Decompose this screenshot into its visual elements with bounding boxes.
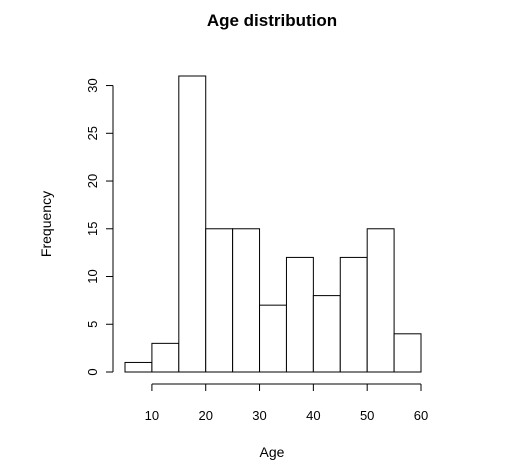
- x-tick-label: 60: [414, 408, 428, 423]
- y-axis: 0 5 10 15 20 25 30: [85, 78, 114, 376]
- x-tick-label: 50: [360, 408, 374, 423]
- histogram-bar: [232, 228, 261, 373]
- histogram-bar: [178, 75, 207, 373]
- bars-group: [124, 75, 422, 373]
- x-tick-label: 20: [198, 408, 212, 423]
- y-tick-label: 30: [85, 78, 100, 92]
- y-tick-label: 10: [85, 269, 100, 283]
- histogram-bar: [285, 256, 314, 373]
- y-tick-label: 15: [85, 222, 100, 236]
- histogram-bar: [151, 342, 180, 373]
- histogram-bar: [124, 361, 153, 373]
- x-tick-label: 30: [252, 408, 266, 423]
- y-axis-label: Frequency: [38, 191, 54, 257]
- histogram-bar: [312, 295, 341, 373]
- x-tick-label: 40: [306, 408, 320, 423]
- histogram-bar: [393, 333, 422, 373]
- y-tick-label: 25: [85, 126, 100, 140]
- histogram-bar: [366, 228, 395, 373]
- y-tick-label: 20: [85, 174, 100, 188]
- histogram-bar: [205, 228, 234, 373]
- y-tick-label: 5: [85, 321, 100, 328]
- histogram-bar: [339, 256, 368, 373]
- x-tick-label: 10: [145, 408, 159, 423]
- y-tick-label: 0: [85, 368, 100, 375]
- x-axis-label: Age: [260, 444, 285, 460]
- x-axis: 10 20 30 40 50 60: [145, 383, 428, 423]
- histogram-bar: [259, 304, 287, 373]
- chart-title: Age distribution: [207, 11, 337, 30]
